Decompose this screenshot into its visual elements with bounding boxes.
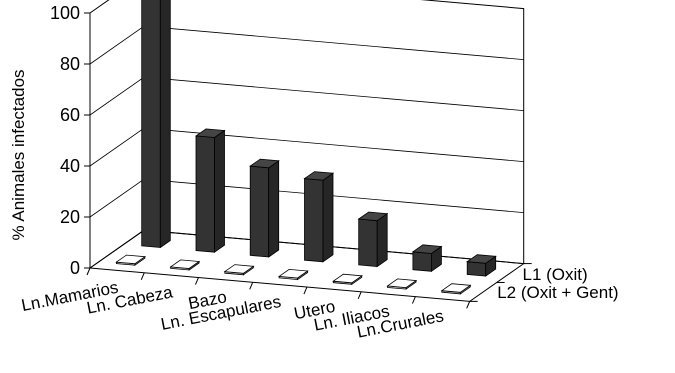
x-tick [303, 286, 308, 295]
bar-1-5 [357, 211, 389, 268]
y-tick-label: 60 [60, 105, 80, 125]
y-tick-label: 80 [60, 54, 80, 74]
bar-2-7 [440, 283, 472, 295]
y-tick-label: 20 [60, 207, 80, 227]
y-tick-label: 0 [70, 258, 80, 278]
bar-1-7 [466, 254, 497, 277]
x-tick [249, 282, 254, 290]
x-tick [195, 277, 199, 285]
bar-2-4 [277, 268, 309, 281]
bar-2-5 [332, 273, 363, 286]
bar-1-2 [194, 128, 226, 253]
bar-1-1 [141, 0, 171, 249]
series-label: L2 (Oxit + Gent) [497, 283, 618, 302]
x-tick [466, 301, 471, 309]
x-tick [140, 272, 145, 280]
bar-1-3 [249, 158, 280, 258]
bar-2-1 [115, 254, 147, 266]
y-axis-label: % Animales infectados [9, 69, 28, 240]
x-tick [357, 291, 362, 300]
x-tick [86, 267, 91, 276]
bar-1-4 [303, 171, 335, 263]
bar-2-6 [386, 278, 418, 290]
bar-2-3 [223, 264, 255, 276]
bar-2-2 [169, 259, 201, 271]
bar-1-6 [411, 244, 443, 273]
y-tick-label: 40 [60, 156, 80, 176]
series-label: L1 (Oxit) [523, 265, 588, 284]
y-tick-label: 100 [50, 3, 80, 23]
x-tick [411, 296, 416, 304]
